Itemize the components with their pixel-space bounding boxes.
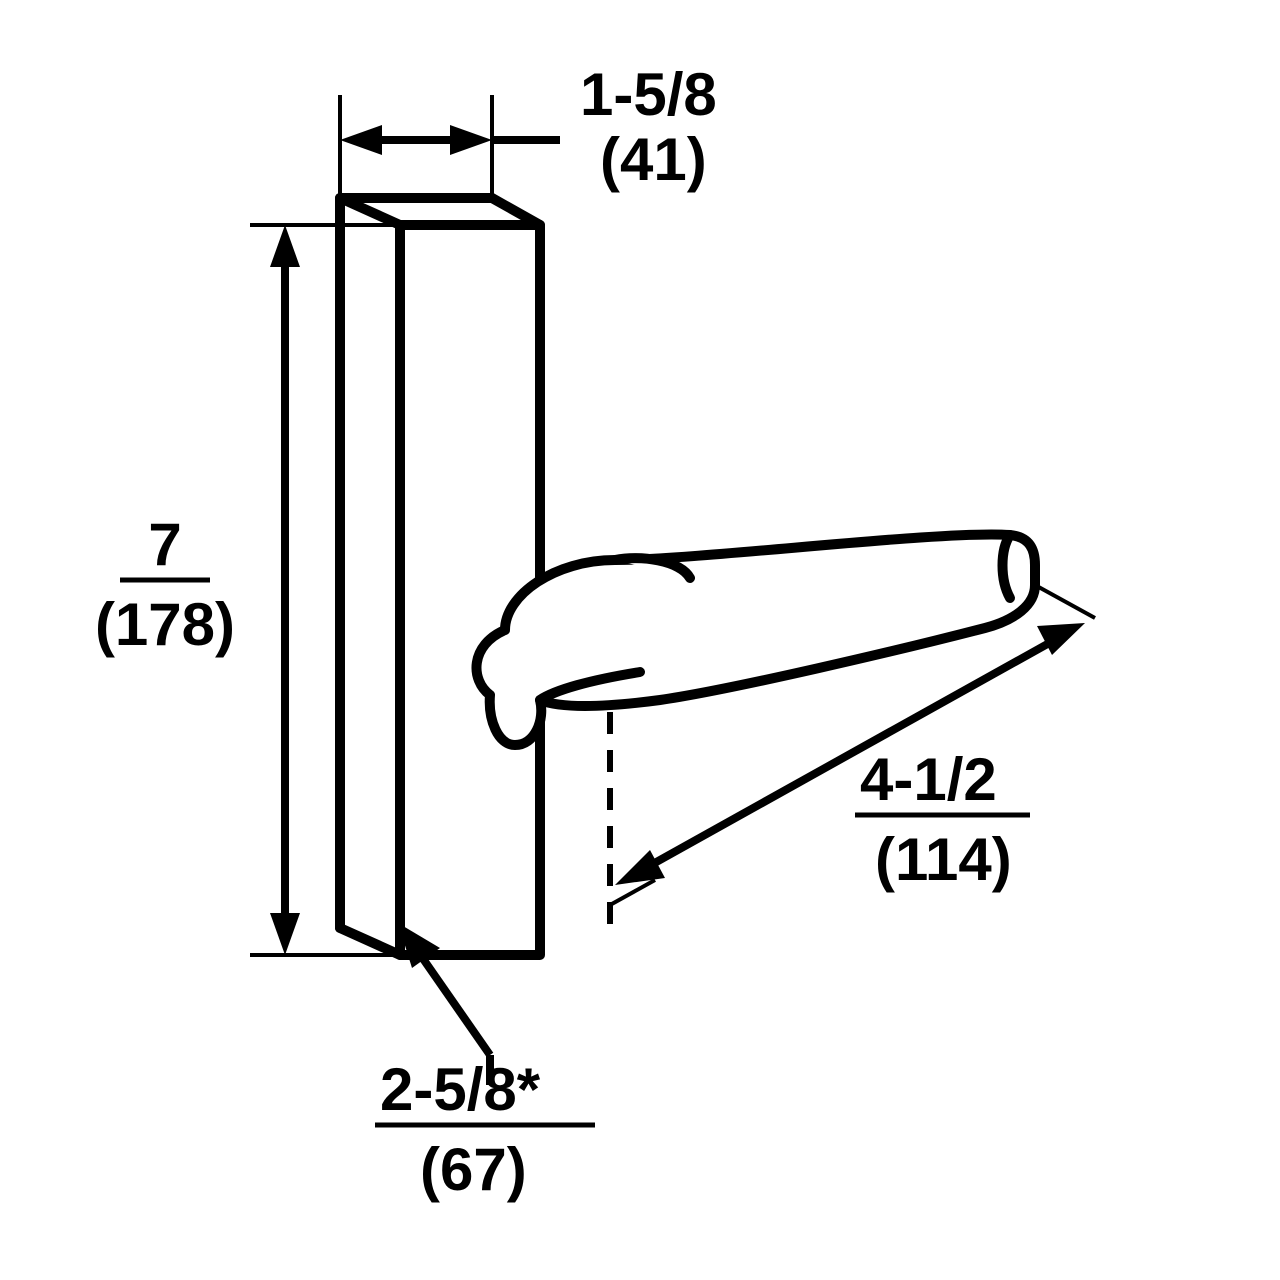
dim-lever-imperial: 4-1/2 [860,746,997,813]
dim-width: 1-5/8 (41) [340,61,717,198]
dim-lever-metric: (114) [875,826,1012,893]
lever-handle [476,534,1035,745]
dim-width-imperial: 1-5/8 [580,61,717,128]
dim-offset: 2-5/8* (67) [375,923,595,1203]
door-trim-diagram: 1-5/8 (41) 7 (178) 4-1/2 (114) 2-5/8 [0,0,1280,1280]
dim-offset-imperial: 2-5/8* [380,1056,541,1123]
dim-height: 7 (178) [95,225,400,955]
dim-offset-metric: (67) [420,1136,527,1203]
dim-width-metric: (41) [600,126,707,193]
dim-height-imperial: 7 [148,511,181,578]
dim-height-metric: (178) [95,591,235,658]
escutcheon-plate [340,198,540,955]
